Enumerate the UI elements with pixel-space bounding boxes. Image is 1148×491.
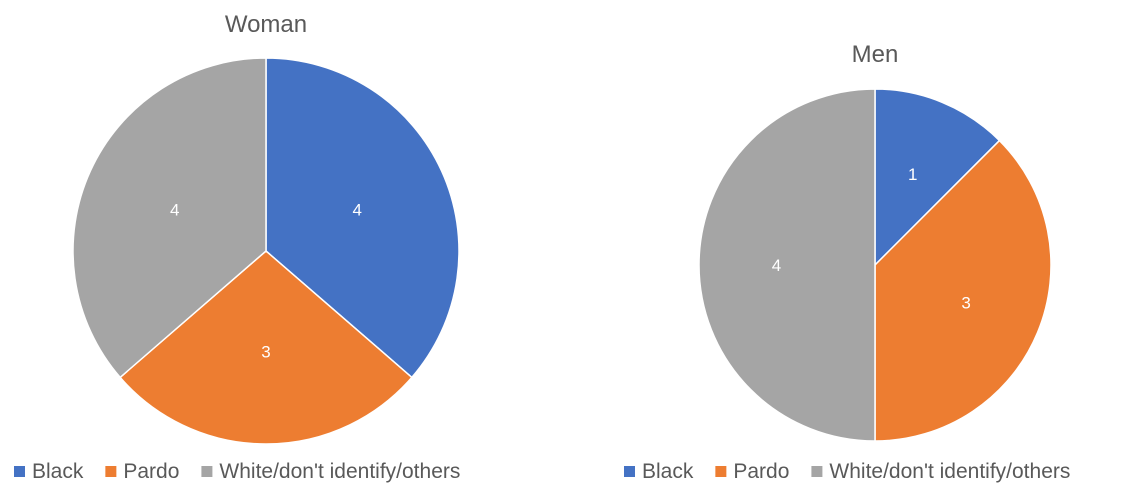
men-legend: Black Pardo White/don't identify/others xyxy=(624,460,1070,483)
woman-legend-swatch-black xyxy=(14,466,25,477)
men-slice-pardo xyxy=(874,139,1052,442)
woman-data-label-pardo: 3 xyxy=(261,342,270,361)
men-pie-chart: Men 1 3 4 Black Pardo White/don't identify/o… xyxy=(624,41,1070,483)
woman-legend-swatch-pardo xyxy=(105,466,117,477)
men-legend-swatch-pardo xyxy=(715,466,727,477)
men-legend-swatch-black xyxy=(624,466,635,477)
woman-legend-label-pardo: Pardo xyxy=(123,460,179,483)
men-chart-title: Men xyxy=(852,41,899,68)
woman-slice-pardo xyxy=(119,250,413,445)
men-legend-label-pardo: Pardo xyxy=(733,460,789,483)
men-data-label-black: 1 xyxy=(908,165,917,184)
woman-pie-slices: 4 3 4 xyxy=(72,57,460,445)
men-slice-black xyxy=(874,88,1001,266)
woman-slice-white-don-t-identify-others xyxy=(72,57,267,379)
men-data-label-white-don-t-identify-others: 4 xyxy=(772,256,781,275)
woman-chart-title: Woman xyxy=(225,11,307,38)
men-legend-label-white-don-t-identify-others: White/don't identify/others xyxy=(829,460,1070,483)
woman-data-label-white-don-t-identify-others: 4 xyxy=(170,200,179,219)
men-legend-label-black: Black xyxy=(642,460,694,483)
woman-pie-chart: Woman 4 3 4 Black Pardo White/don't identify… xyxy=(14,11,460,483)
men-slice-white-don-t-identify-others xyxy=(698,88,876,442)
woman-data-label-black: 4 xyxy=(353,200,362,219)
woman-legend-label-white-don-t-identify-others: White/don't identify/others xyxy=(219,460,460,483)
woman-legend: Black Pardo White/don't identify/others xyxy=(14,460,460,483)
men-legend-swatch-white-don-t-identify-others xyxy=(811,466,823,477)
men-pie-slices: 1 3 4 xyxy=(698,88,1052,442)
men-data-label-pardo: 3 xyxy=(961,294,970,313)
woman-slice-black xyxy=(265,57,460,379)
woman-legend-swatch-white-don-t-identify-others xyxy=(201,466,213,477)
woman-legend-label-black: Black xyxy=(32,460,84,483)
